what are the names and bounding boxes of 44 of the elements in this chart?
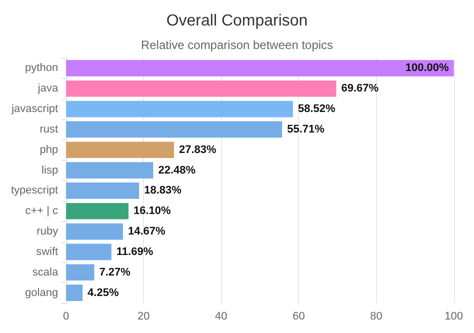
bar (66, 264, 94, 281)
bar (66, 60, 454, 76)
y-tick-label: ruby (36, 226, 59, 238)
x-tick-label: 60 (292, 310, 305, 322)
data-label: 11.69% (116, 246, 154, 258)
y-tick-label: rust (40, 123, 58, 136)
bar (66, 100, 293, 118)
y-tick-label: c++ | c (25, 205, 59, 218)
chart-subtitle: Relative comparison between topics (140, 38, 334, 52)
y-tick-label: typescript (10, 184, 58, 197)
bar (66, 121, 282, 138)
x-tick-label: 100 (444, 310, 464, 322)
bar (66, 244, 112, 260)
bar (66, 223, 123, 240)
bar (66, 80, 336, 97)
y-tick-label: java (36, 82, 59, 95)
x-tick-label: 40 (215, 310, 228, 322)
data-label: 18.83% (144, 184, 182, 197)
y-tick-label: golang (25, 286, 58, 299)
data-label: 22.48% (158, 164, 196, 176)
y-tick-label: javascript (10, 103, 58, 116)
bar (66, 142, 174, 158)
y-tick-label: scala (32, 266, 59, 278)
data-label: 27.83% (178, 144, 217, 156)
y-tick-label: lisp (42, 164, 58, 176)
bar (66, 202, 128, 220)
x-tick-label: 0 (63, 310, 70, 322)
chart-title: Overall Comparison (166, 12, 308, 30)
data-label: 16.10% (134, 205, 172, 218)
x-tick-label: 80 (370, 310, 382, 322)
y-tick-label: swift (36, 246, 58, 258)
x-tick-label: 20 (137, 310, 150, 322)
data-label: 55.71% (287, 123, 325, 136)
y-tick-label: php (40, 144, 58, 156)
data-label: 14.67% (128, 226, 166, 238)
bar (66, 284, 83, 301)
data-label: 58.52% (298, 103, 336, 116)
data-label: 4.25% (88, 286, 119, 299)
data-label: 7.27% (99, 266, 131, 278)
data-label: 100.00% (405, 62, 450, 74)
data-label: 69.67% (341, 82, 379, 95)
bar (66, 162, 154, 178)
bar (66, 182, 140, 199)
y-tick-label: python (25, 62, 58, 74)
